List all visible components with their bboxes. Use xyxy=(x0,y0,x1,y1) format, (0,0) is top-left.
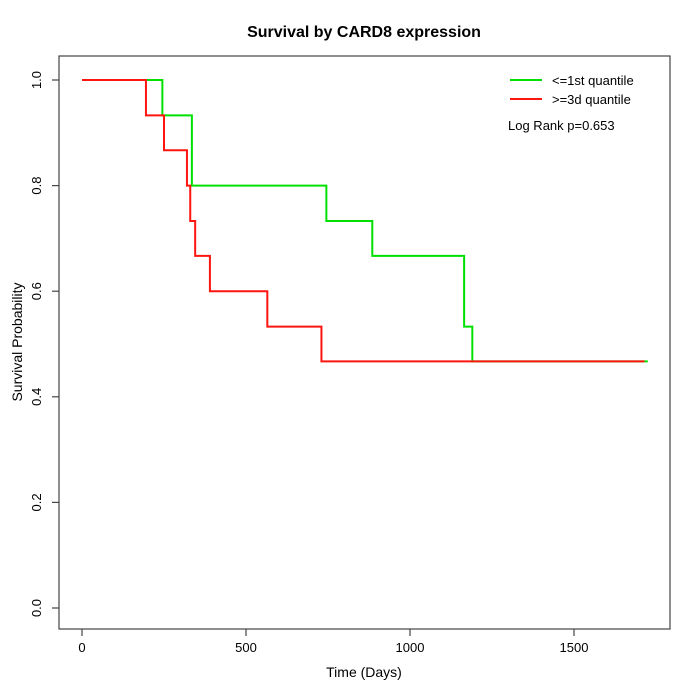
y-axis-label: Survival Probability xyxy=(9,282,25,401)
y-axis: 0.0 0.2 0.4 0.6 0.8 1.0 xyxy=(29,71,59,617)
km-curve-red xyxy=(82,79,645,363)
chart-title: Survival by CARD8 expression xyxy=(247,24,481,41)
km-curves xyxy=(82,79,648,363)
x-axis-label: Time (Days) xyxy=(326,664,402,680)
legend: <=1st quantile >=3d quantile Log Rank p=… xyxy=(508,73,634,133)
plot-frame xyxy=(58,55,671,630)
y-tick-label: 0.0 xyxy=(29,599,44,617)
y-tick-label: 0.2 xyxy=(29,493,44,511)
x-tick-label: 500 xyxy=(235,640,257,655)
x-tick-label: 1500 xyxy=(560,640,589,655)
y-tick-label: 0.6 xyxy=(29,282,44,300)
legend-label-first-quantile: <=1st quantile xyxy=(552,73,634,88)
x-tick-label: 0 xyxy=(78,640,85,655)
y-tick-label: 0.8 xyxy=(29,177,44,195)
legend-label-third-quantile: >=3d quantile xyxy=(552,92,631,107)
x-axis: 0 500 1000 1500 xyxy=(78,629,588,655)
x-tick-label: 1000 xyxy=(396,640,425,655)
y-tick-label: 1.0 xyxy=(29,71,44,89)
y-tick-label: 0.4 xyxy=(29,388,44,406)
km-curve-green xyxy=(82,79,648,363)
log-rank-annotation: Log Rank p=0.653 xyxy=(508,118,615,133)
